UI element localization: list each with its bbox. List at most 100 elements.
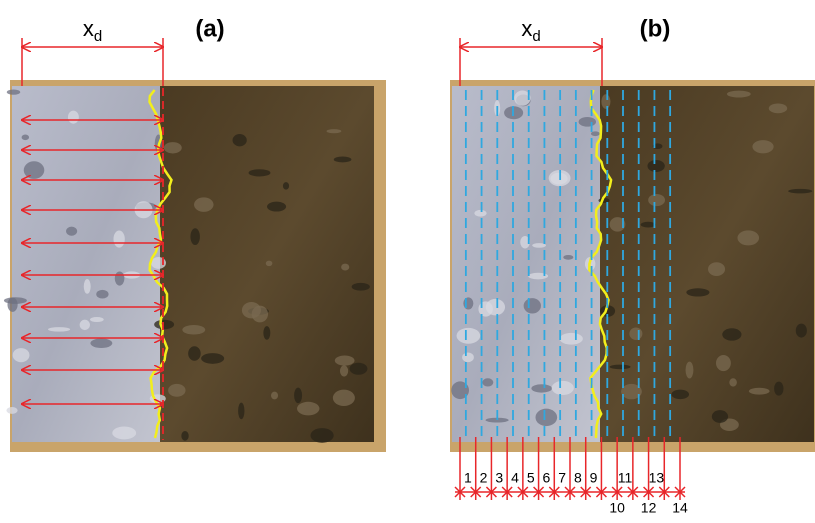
aggregate: [297, 402, 319, 416]
aggregate: [729, 378, 737, 386]
aggregate: [66, 227, 77, 236]
aggregate: [563, 255, 573, 260]
aggregate: [334, 156, 352, 162]
aggregate: [560, 333, 583, 345]
slice-number: 7: [558, 470, 566, 486]
aggregate: [769, 104, 787, 114]
aggregate: [749, 388, 770, 395]
aggregate: [68, 111, 79, 124]
aggregate: [90, 338, 112, 348]
aggregate: [788, 189, 812, 194]
aggregate: [327, 129, 342, 133]
aggregate: [716, 355, 731, 371]
aggregate: [283, 182, 289, 189]
aggregate: [164, 142, 182, 153]
aggregate: [168, 384, 185, 397]
aggregate: [194, 197, 214, 212]
dimension-subscript: d: [94, 28, 102, 45]
aggregate: [648, 194, 665, 206]
aggregate: [80, 320, 90, 330]
aggregate: [311, 428, 334, 443]
aggregate: [201, 353, 224, 364]
aggregate: [641, 222, 656, 228]
aggregate: [686, 288, 709, 296]
aggregate: [48, 327, 70, 332]
aggregate: [647, 160, 664, 172]
aggregate: [182, 325, 205, 335]
aggregate: [482, 378, 493, 386]
aggregate: [190, 228, 199, 245]
aggregate: [352, 283, 370, 291]
aggregate: [752, 140, 773, 153]
figure: xd(a)xd(b)1234567891011121314: [0, 0, 815, 518]
aggregate: [796, 324, 807, 338]
aggregate: [188, 346, 201, 361]
dimension-base: x: [521, 16, 532, 41]
aggregate: [271, 392, 278, 400]
aggregate: [552, 381, 574, 395]
aggregate: [22, 135, 29, 141]
aggregate: [113, 231, 124, 248]
aggregate: [7, 90, 20, 95]
slice-number: 11: [618, 470, 633, 486]
aggregate: [233, 134, 247, 146]
aggregate: [242, 302, 261, 318]
aggregate: [96, 290, 108, 299]
aggregate: [712, 410, 728, 423]
aggregate: [579, 117, 596, 127]
slice-number: 10: [609, 500, 625, 516]
aggregate: [708, 262, 725, 276]
aggregate: [340, 365, 348, 376]
aggregate: [774, 382, 783, 396]
slice-number: 1: [464, 470, 472, 486]
aggregate: [535, 409, 557, 426]
aggregate: [457, 328, 481, 344]
aggregate: [154, 320, 174, 330]
panel-label: (a): [195, 15, 224, 42]
aggregate: [722, 328, 741, 340]
slice-number: 9: [590, 470, 598, 486]
aggregate: [13, 348, 30, 362]
slice-number: 14: [672, 500, 688, 516]
aggregate: [610, 365, 631, 370]
aggregate: [686, 362, 694, 379]
aggregate: [486, 299, 505, 315]
dimension-base: x: [83, 16, 94, 41]
dimension-label: xd: [521, 16, 540, 45]
aggregate: [629, 327, 642, 340]
aggregate: [341, 264, 349, 271]
dimension-subscript: d: [532, 28, 540, 45]
aggregate: [671, 390, 689, 399]
aggregate: [531, 384, 552, 392]
dimension-label: xd: [83, 16, 102, 45]
aggregate: [524, 298, 541, 313]
panel-label: (b): [640, 15, 671, 42]
aggregate: [267, 202, 286, 212]
slice-number: 13: [649, 470, 665, 486]
aggregate: [737, 230, 759, 245]
slice-number: 6: [543, 470, 551, 486]
aggregate: [462, 353, 474, 363]
aggregate: [335, 355, 355, 365]
slice-number: 4: [511, 470, 519, 486]
slice-number: 3: [495, 470, 503, 486]
aggregate: [4, 297, 27, 304]
slice-number: 2: [480, 470, 488, 486]
aggregate: [551, 173, 568, 185]
aggregate: [84, 279, 91, 294]
aggregate: [601, 94, 610, 109]
aggregate: [474, 210, 486, 217]
carbonated-zone: [12, 86, 164, 442]
aggregate: [333, 390, 355, 406]
aggregate: [727, 91, 751, 98]
aggregate: [90, 317, 104, 322]
aggregate: [591, 131, 600, 136]
aggregate: [238, 403, 244, 420]
aggregate: [463, 297, 473, 309]
aggregate: [249, 169, 271, 176]
slice-number: 5: [527, 470, 535, 486]
aggregate: [294, 388, 302, 403]
aggregate: [263, 326, 270, 340]
aggregate: [6, 407, 17, 414]
aggregate: [112, 427, 136, 440]
